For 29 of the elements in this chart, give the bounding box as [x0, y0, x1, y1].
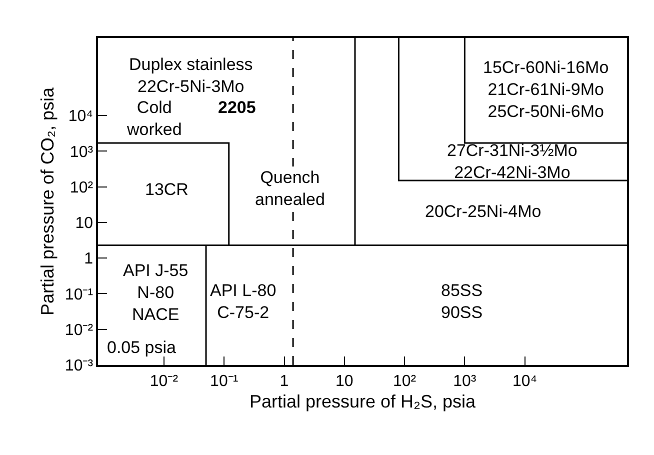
x-tick-label: 10³: [453, 372, 477, 390]
y-tick-label: 10²: [70, 179, 94, 196]
y-tick-label: 10⁻²: [64, 322, 94, 339]
x-tick-label: 10⁻²: [150, 372, 179, 390]
y-tick-label: 1: [84, 250, 94, 268]
x-tick-label: 10⁴: [512, 372, 538, 390]
annotation: API L-80 C-75-2: [210, 281, 276, 322]
annotation: 27Cr-31Ni-3½Mo 22Cr-42Ni-3Mo: [447, 141, 578, 182]
annotation: 20Cr-25Ni-4Mo: [425, 202, 542, 221]
annotation: 85SS 90SS: [441, 281, 483, 322]
y-tick-label: 10⁴: [68, 108, 94, 126]
annotation: 15Cr-60Ni-16Mo 21Cr-61Ni-9Mo 25Cr-50Ni-6Mo: [483, 58, 609, 122]
y-tick-label: 10⁻³: [64, 358, 94, 375]
y-axis-title: Partial pressure of CO₂, psia: [38, 86, 58, 316]
x-tick-label: 10: [336, 372, 354, 390]
x-tick-label: 1: [280, 372, 289, 390]
x-axis-title: Partial pressure of H₂S, psia: [249, 392, 477, 412]
y-tick-label: 10: [75, 215, 94, 232]
annotation: 2205: [218, 98, 256, 117]
annotation: API J-55 N-80 NACE: [123, 261, 188, 324]
x-tick-label: 10⁻¹: [210, 372, 238, 390]
y-tick-label: 10⁻¹: [64, 286, 94, 304]
annotation: Quench annealed: [255, 168, 325, 210]
annotation: 0.05 psia: [107, 338, 177, 357]
annotation: Duplex stainless 22Cr-5Ni-3Mo: [129, 55, 253, 96]
annotation: 13CR: [145, 180, 188, 199]
x-tick-label: 10²: [392, 372, 417, 390]
annotation: Cold worked: [126, 98, 182, 140]
y-tick-label: 10³: [70, 144, 94, 161]
